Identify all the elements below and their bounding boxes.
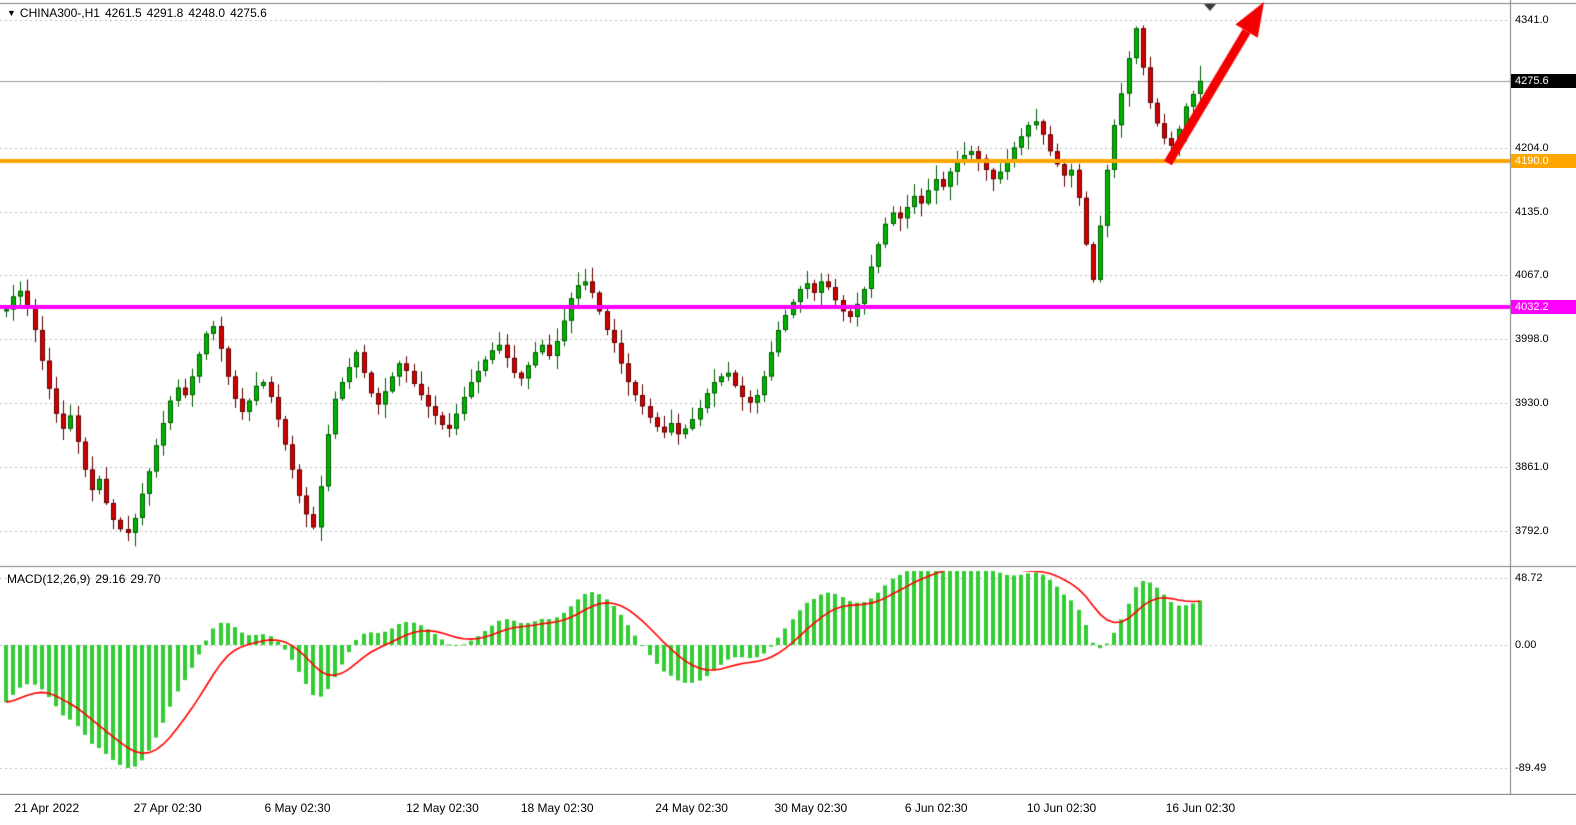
time-axis-label: 24 May 02:30 (655, 801, 728, 815)
price-axis-label: 3930.0 (1515, 396, 1549, 409)
ohlc-high-value: 4291.8 (146, 6, 184, 20)
price-axis-label: 3998.0 (1515, 333, 1549, 346)
ohlc-low-value: 4248.0 (188, 6, 226, 20)
time-axis-label: 18 May 02:30 (520, 801, 594, 815)
chart-collapse-icon[interactable]: ▼ (7, 8, 16, 18)
chart-title: ▼ CHINA300-,H1 4261.5 4291.8 4248.0 4275… (7, 6, 272, 20)
price-axis[interactable]: 4341.0 4204.0 4135.0 4067.0 3998.0 3930.0 3861… (1510, 0, 1576, 795)
time-axis-label: 16 Jun 02:30 (1165, 801, 1236, 815)
time-axis-label: 30 May 02:30 (774, 801, 848, 815)
price-axis-label: 4067.0 (1515, 269, 1549, 282)
ohlc-open-value: 4261.5 (104, 6, 142, 20)
time-axis-label: 6 Jun 02:30 (904, 801, 968, 815)
macd-axis-label: 48.72 (1515, 572, 1543, 585)
time-axis-label: 12 May 02:30 (406, 801, 479, 815)
price-axis-label: 3792.0 (1515, 525, 1549, 537)
symbol-timeframe-label: CHINA300-,H1 (19, 6, 100, 20)
time-axis-label: 27 Apr 02:30 (133, 801, 202, 815)
hline-price-tag-0[interactable]: 4190.0 (1511, 153, 1576, 168)
time-axis-label: 6 May 02:30 (264, 801, 331, 815)
macd-signal-value: 29.70 (130, 572, 161, 586)
macd-name-label: MACD(12,26,9) (7, 572, 91, 586)
macd-main-value: 29.16 (95, 572, 126, 586)
time-axis-label: 10 Jun 02:30 (1026, 801, 1097, 815)
price-axis-label: 4204.0 (1515, 141, 1549, 154)
time-axis-label: 21 Apr 2022 (14, 801, 80, 815)
macd-axis-label: -89.49 (1515, 762, 1547, 774)
time-axis[interactable]: 21 Apr 2022 27 Apr 02:30 6 May 02:30 12 May… (0, 795, 1510, 825)
ohlc-close-value: 4275.6 (230, 6, 267, 20)
price-axis-label: 3861.0 (1515, 460, 1549, 473)
hline-price-tag-1[interactable]: 4032.2 (1511, 300, 1576, 315)
current-price-tag[interactable]: 4275.6 (1511, 73, 1576, 88)
macd-axis-label: 0.00 (1515, 639, 1537, 651)
macd-indicator-label: MACD(12,26,9) 29.16 29.70 (7, 572, 165, 586)
price-axis-label: 4341.0 (1515, 14, 1549, 26)
price-axis-label: 4135.0 (1515, 205, 1549, 218)
